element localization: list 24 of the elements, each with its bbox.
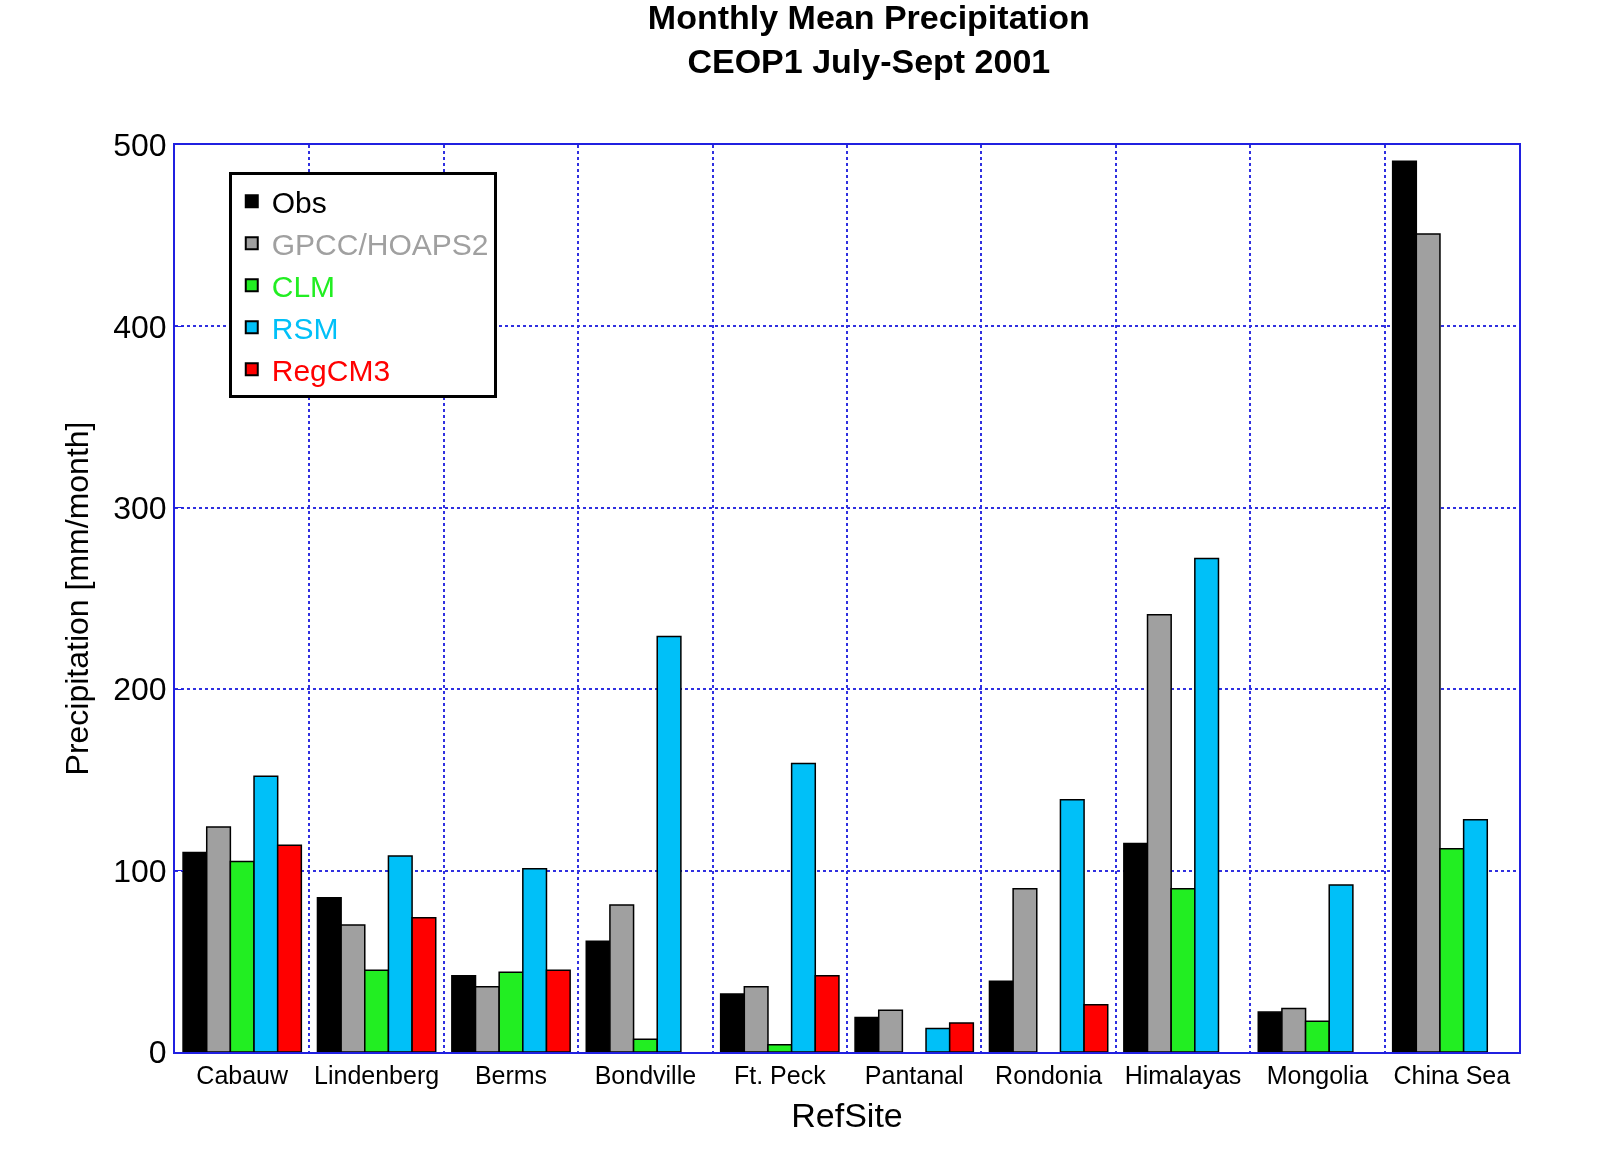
y-tick-label: 500 <box>113 127 167 164</box>
x-tick-label: Himalayas <box>1124 1061 1242 1089</box>
x-axis-title: RefSite <box>791 1095 903 1134</box>
x-tick-label: Berms <box>474 1061 548 1089</box>
x-tick-label: Rondonia <box>995 1061 1103 1089</box>
chart-title: Monthly Mean Precipitation CEOP1 July-Sept 2001 <box>647 0 1090 81</box>
x-tick-label: China Sea <box>1393 1061 1511 1089</box>
y-tick-label: 200 <box>113 671 167 708</box>
y-tick-label: 400 <box>113 308 167 345</box>
y-tick-label: 100 <box>113 852 167 889</box>
x-tick-label: Bondville <box>594 1061 697 1089</box>
y-tick-label: 300 <box>113 490 167 526</box>
x-tick-label: Mongolia <box>1266 1061 1369 1089</box>
x-tick-label: Cabauw <box>196 1061 289 1089</box>
legend-label: CLM <box>271 269 336 303</box>
y-axis-title: Precipitation [mm/month] <box>59 421 96 776</box>
x-tick-label: Ft. Peck <box>733 1061 827 1089</box>
legend-label: GPCC/HOAPS2 <box>271 227 489 261</box>
legend-label: RegCM3 <box>271 353 391 387</box>
y-tick-label: 0 <box>148 1034 167 1071</box>
legend-label: Obs <box>271 185 327 219</box>
x-tick-label: Lindenberg <box>314 1061 440 1089</box>
legend-label: RSM <box>271 311 339 345</box>
x-tick-label: Pantanal <box>864 1061 964 1089</box>
